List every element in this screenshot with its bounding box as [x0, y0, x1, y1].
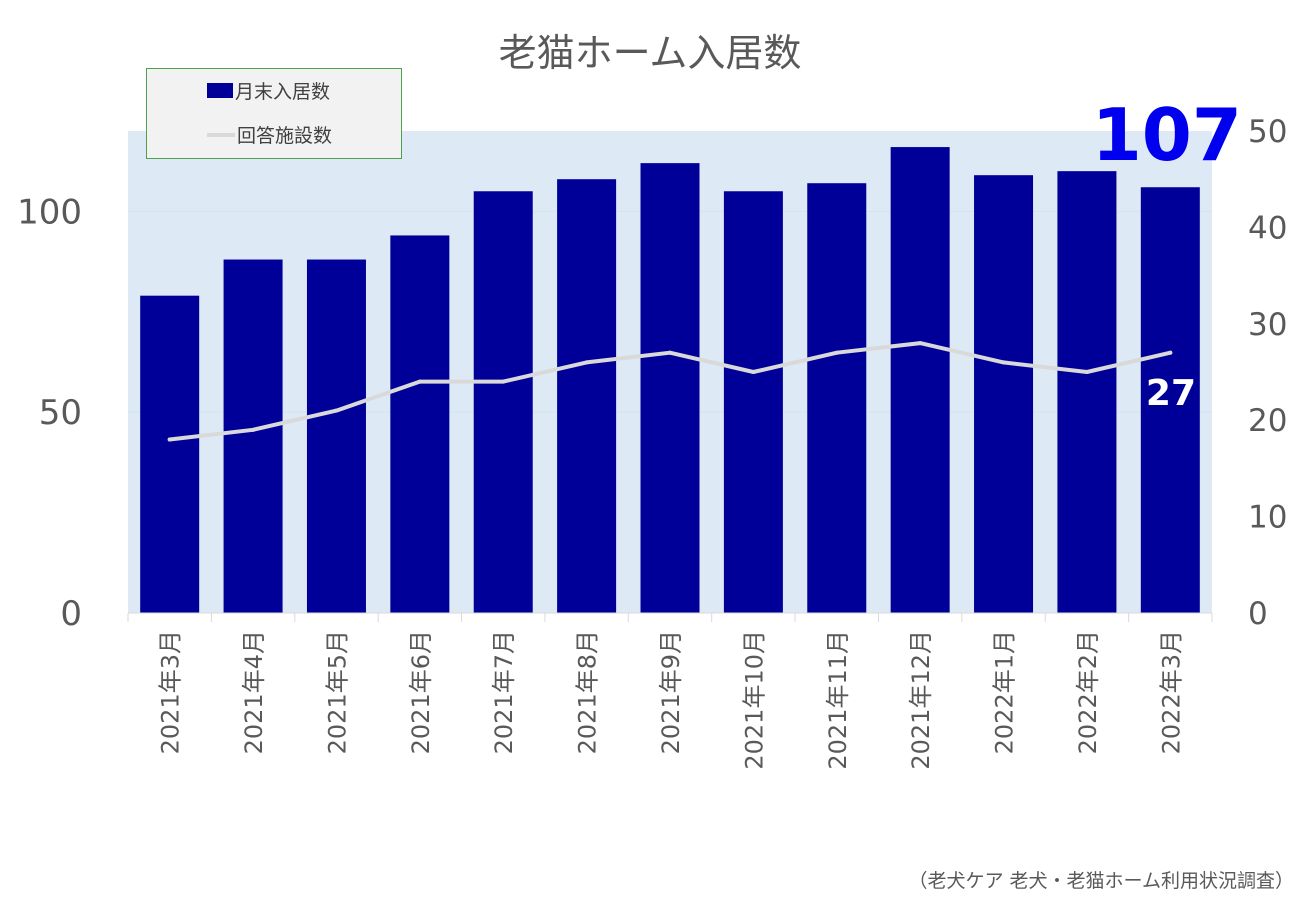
bar [390, 235, 450, 613]
bar [140, 295, 200, 613]
legend-line-label: 回答施設数 [237, 125, 333, 147]
bar [890, 147, 950, 614]
x-tick-label: 2022年2月 [1074, 630, 1102, 754]
bar [473, 191, 533, 613]
bar [807, 183, 867, 613]
y-right-tick-label: 50 [1248, 114, 1287, 150]
chart-title: 老猫ホーム入居数 [498, 31, 802, 75]
x-tick-label: 2022年3月 [1157, 630, 1185, 754]
x-tick-label: 2021年6月 [407, 630, 435, 754]
line-point [417, 379, 422, 384]
legend: 月末入居数 回答施設数 [146, 68, 402, 159]
y-right-tick-label: 40 [1248, 210, 1287, 246]
y-left-tick-label: 50 [39, 393, 82, 433]
y-left-tick-label: 0 [60, 594, 82, 634]
line-point [668, 350, 672, 355]
y-left-tick-label: 100 [17, 192, 82, 232]
line-point [918, 341, 923, 346]
legend-line-swatch [207, 132, 235, 137]
bar [223, 259, 283, 613]
line-point [167, 437, 172, 442]
line-point [834, 350, 839, 355]
x-tick-label: 2021年8月 [574, 630, 602, 754]
bar [1140, 187, 1200, 613]
line-point [584, 360, 589, 365]
x-tick-label: 2021年10月 [740, 630, 768, 770]
line-point [251, 427, 256, 432]
source-note: （老犬ケア 老犬・老猫ホーム利用状況調査） [908, 870, 1294, 892]
y-right-tick-label: 0 [1248, 596, 1268, 632]
bar [723, 191, 783, 613]
bar [306, 259, 366, 613]
y-right-tick-label: 10 [1248, 500, 1287, 536]
line-point [1168, 350, 1173, 355]
line-point [334, 408, 339, 413]
y-right-tick-label: 30 [1248, 307, 1287, 343]
x-tick-label: 2021年3月 [157, 630, 185, 754]
x-tick-label: 2021年4月 [240, 630, 268, 754]
x-tick-label: 2021年11月 [824, 630, 852, 770]
bar [557, 179, 617, 613]
x-tick-label: 2021年9月 [657, 630, 685, 754]
legend-bar-swatch [207, 83, 233, 98]
bar [640, 163, 700, 613]
line-point [751, 370, 756, 374]
bar [974, 175, 1034, 613]
annotation-bar-value: 107 [1092, 93, 1242, 177]
line-point [1084, 370, 1089, 374]
x-tick-label: 2021年12月 [907, 630, 935, 770]
legend-bar-label: 月末入居数 [235, 81, 331, 103]
y-right-tick-label: 20 [1248, 403, 1287, 439]
x-tick-label: 2021年7月 [490, 630, 518, 754]
line-point [501, 379, 506, 384]
x-tick-label: 2021年5月 [323, 630, 351, 754]
legend-item-bar: 月末入居数 [207, 77, 330, 104]
bar [1057, 171, 1117, 613]
x-tick-label: 2022年1月 [991, 630, 1019, 754]
line-point [1001, 360, 1006, 365]
annotation-line-value: 27 [1146, 373, 1196, 414]
legend-item-line: 回答施設数 [207, 121, 332, 148]
